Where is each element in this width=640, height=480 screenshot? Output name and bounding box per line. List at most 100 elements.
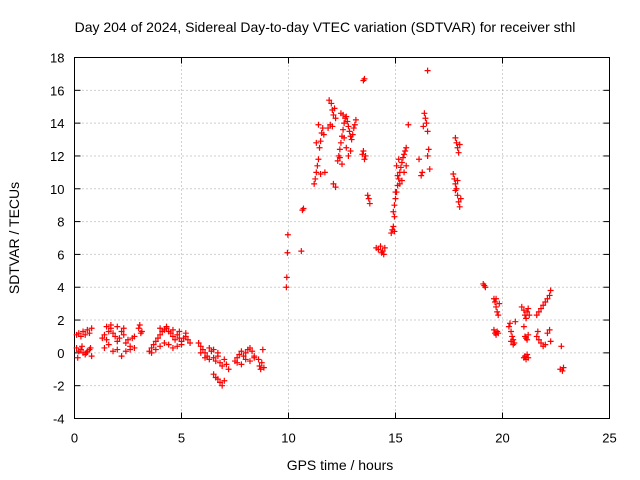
data-point xyxy=(361,75,368,82)
data-point xyxy=(524,336,531,343)
data-point xyxy=(148,349,155,356)
data-point xyxy=(398,159,405,166)
data-point xyxy=(103,336,110,343)
data-point xyxy=(330,180,337,187)
data-point xyxy=(391,228,398,235)
data-point xyxy=(178,341,185,348)
data-point xyxy=(336,146,343,153)
data-point xyxy=(340,126,347,133)
data-point xyxy=(246,358,253,365)
data-point xyxy=(403,144,410,151)
data-point xyxy=(131,344,138,351)
data-point xyxy=(257,366,264,373)
data-point xyxy=(345,152,352,159)
y-tick-label: 2 xyxy=(57,313,64,328)
data-point xyxy=(176,328,183,335)
data-point xyxy=(258,359,265,366)
data-point xyxy=(210,354,217,361)
data-point xyxy=(341,134,348,141)
data-point xyxy=(505,323,512,330)
data-point xyxy=(494,308,501,315)
data-point xyxy=(518,303,525,310)
x-tick-label: 15 xyxy=(388,431,402,446)
data-point xyxy=(546,326,553,333)
x-tick-label: 20 xyxy=(495,431,509,446)
data-point xyxy=(157,331,164,338)
data-point xyxy=(348,136,355,143)
data-point xyxy=(315,121,322,128)
data-point xyxy=(219,382,226,389)
data-point xyxy=(456,141,463,148)
x-tick-label: 5 xyxy=(178,431,185,446)
y-tick-label: -4 xyxy=(53,412,65,427)
data-point xyxy=(495,312,502,319)
data-point xyxy=(112,333,119,340)
data-point xyxy=(197,349,204,356)
x-axis-label: GPS time / hours xyxy=(287,457,394,473)
data-point xyxy=(314,162,321,169)
data-point xyxy=(135,325,142,332)
data-point xyxy=(300,205,307,212)
data-point xyxy=(454,144,461,151)
data-point xyxy=(311,180,318,187)
data-point xyxy=(195,340,202,347)
grid-layer xyxy=(74,57,610,419)
data-point xyxy=(332,115,339,122)
data-point xyxy=(84,326,91,333)
data-point xyxy=(454,192,461,199)
data-point xyxy=(455,149,462,156)
data-point xyxy=(114,323,121,330)
data-point xyxy=(420,123,427,130)
data-point xyxy=(169,326,176,333)
data-point xyxy=(86,330,93,337)
chart-title: Day 204 of 2024, Sidereal Day-to-day VTE… xyxy=(75,19,576,35)
data-point xyxy=(533,312,540,319)
data-point xyxy=(332,184,339,191)
y-tick-label: 4 xyxy=(57,280,64,295)
data-point xyxy=(538,305,545,312)
x-tick-label: 0 xyxy=(71,431,78,446)
data-point xyxy=(221,356,228,363)
data-point xyxy=(393,162,400,169)
data-point xyxy=(219,362,226,369)
data-point xyxy=(492,298,499,305)
data-point xyxy=(343,113,350,120)
data-point xyxy=(125,336,131,343)
data-point xyxy=(378,249,385,256)
data-point xyxy=(174,331,181,338)
data-point xyxy=(453,139,460,146)
data-point xyxy=(165,341,172,348)
data-point xyxy=(544,295,551,302)
data-point xyxy=(339,161,345,168)
data-point xyxy=(351,121,358,128)
y-tick-label: 16 xyxy=(50,83,64,98)
data-point xyxy=(116,335,123,342)
data-point xyxy=(212,358,219,365)
data-point xyxy=(542,341,549,348)
data-point xyxy=(74,354,81,361)
data-point xyxy=(544,330,551,337)
data-point xyxy=(538,340,545,347)
data-point xyxy=(493,303,500,310)
data-point xyxy=(520,307,527,314)
data-point xyxy=(340,111,347,118)
data-point xyxy=(242,356,249,363)
data-point xyxy=(490,326,497,333)
data-point xyxy=(167,330,174,337)
data-point xyxy=(401,169,408,176)
data-point xyxy=(450,171,457,178)
data-point xyxy=(424,67,431,74)
data-point xyxy=(206,356,213,363)
data-point xyxy=(425,146,432,153)
data-point xyxy=(421,110,428,117)
data-point xyxy=(259,346,266,353)
data-point xyxy=(202,354,209,361)
y-tick-labels: -4 -2 0 2 4 6 8 10 12 14 16 18 xyxy=(50,51,64,427)
data-point xyxy=(524,351,531,358)
data-point xyxy=(157,325,164,332)
data-point xyxy=(416,156,423,163)
data-point xyxy=(405,121,412,128)
data-point xyxy=(110,330,117,337)
data-point xyxy=(83,349,90,356)
